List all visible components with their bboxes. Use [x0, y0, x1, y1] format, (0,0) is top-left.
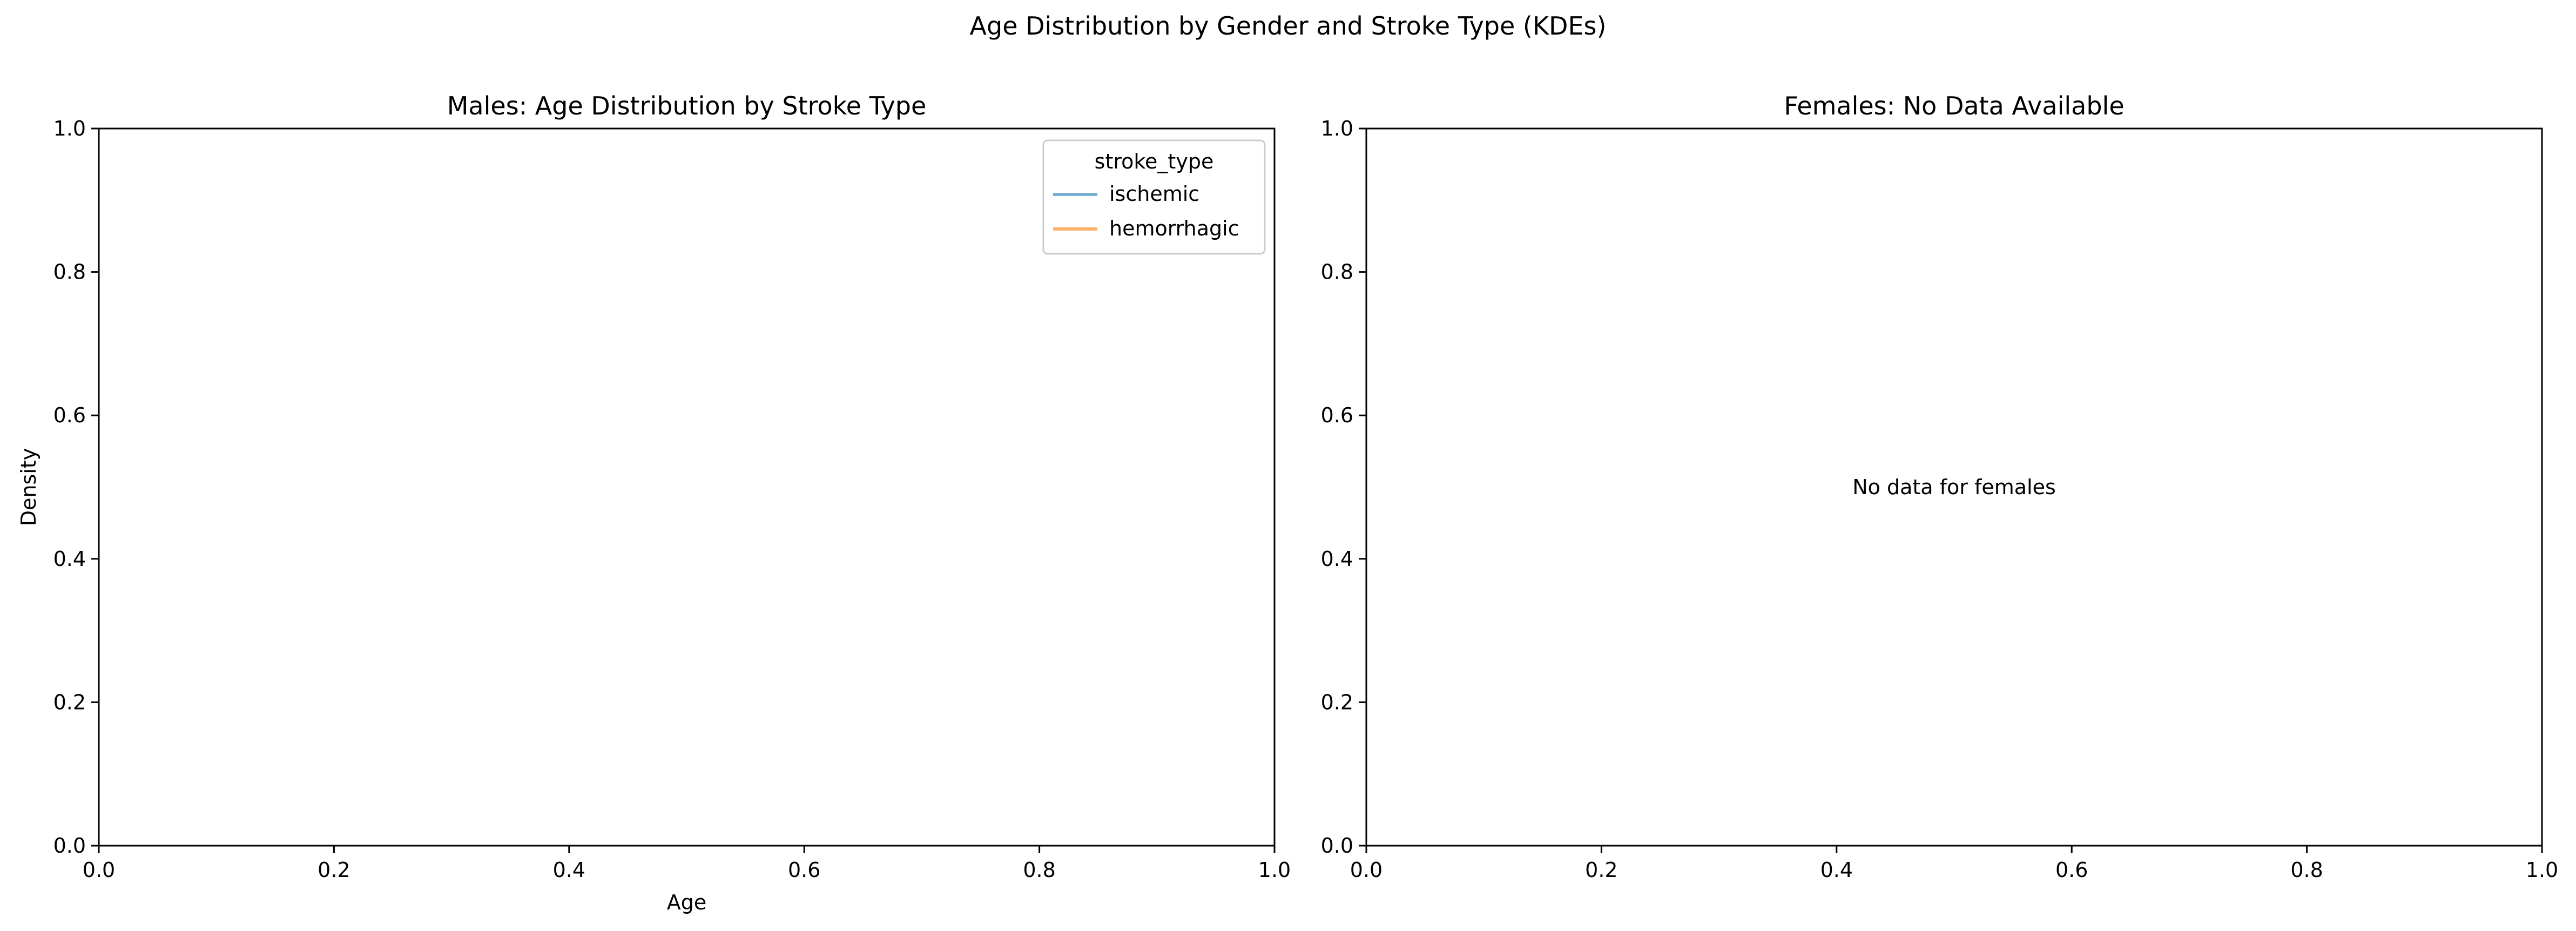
females-y-tick-label: 0.0 — [1321, 834, 1353, 858]
females-x-tick-label: 0.6 — [2055, 858, 2088, 882]
females-y-tick-label: 0.4 — [1321, 547, 1353, 571]
males-x-tick-label: 1.0 — [1258, 858, 1291, 882]
males-legend-title: stroke_type — [1095, 150, 1214, 173]
males-y-tick-label: 0.8 — [53, 260, 86, 284]
males-y-tick-label: 1.0 — [53, 117, 86, 140]
females-y-tick-label: 0.2 — [1321, 690, 1353, 714]
males-y-tick-label: 0.6 — [53, 403, 86, 427]
females-y-tick-label: 1.0 — [1321, 117, 1353, 140]
females-axes-title: Females: No Data Available — [1784, 91, 2124, 120]
males-legend-box — [1042, 139, 1266, 255]
males-x-tick-label: 0.0 — [83, 858, 115, 882]
males-x-axis-label: Age — [667, 890, 707, 914]
females-x-tick-label: 0.0 — [1350, 858, 1383, 882]
males-x-tick-label: 0.6 — [788, 858, 820, 882]
females-y-tick-label: 0.8 — [1321, 260, 1353, 284]
males-y-tick-label: 0.2 — [53, 690, 86, 714]
females-y-tick-label: 0.6 — [1321, 403, 1353, 427]
figure-suptitle: Age Distribution by Gender and Stroke Ty… — [970, 11, 1607, 41]
females-x-tick-label: 0.2 — [1585, 858, 1617, 882]
males-y-axis-label: Density — [17, 448, 41, 526]
males-axes-title: Males: Age Distribution by Stroke Type — [447, 91, 927, 120]
males-legend-label-hemorrhagic: hemorrhagic — [1109, 217, 1239, 240]
males-x-tick-label: 0.2 — [318, 858, 350, 882]
males-x-tick-label: 0.4 — [553, 858, 585, 882]
males-y-tick-label: 0.0 — [53, 834, 86, 858]
males-y-tick-label: 0.4 — [53, 547, 86, 571]
females-plot-area — [1365, 127, 2543, 847]
females-x-tick-label: 0.4 — [1820, 858, 1853, 882]
females-annotation: No data for females — [1852, 475, 2056, 499]
females-axes: Females: No Data Available 0.0 0.2 0.4 0.6 0.… — [1321, 91, 2559, 882]
females-x-tick-label: 0.8 — [2290, 858, 2323, 882]
males-legend-label-ischemic: ischemic — [1109, 182, 1199, 206]
females-x-tick-label: 1.0 — [2526, 858, 2558, 882]
males-axes: Males: Age Distribution by Stroke Type 0.… — [17, 91, 1291, 914]
males-x-tick-label: 0.8 — [1023, 858, 1055, 882]
